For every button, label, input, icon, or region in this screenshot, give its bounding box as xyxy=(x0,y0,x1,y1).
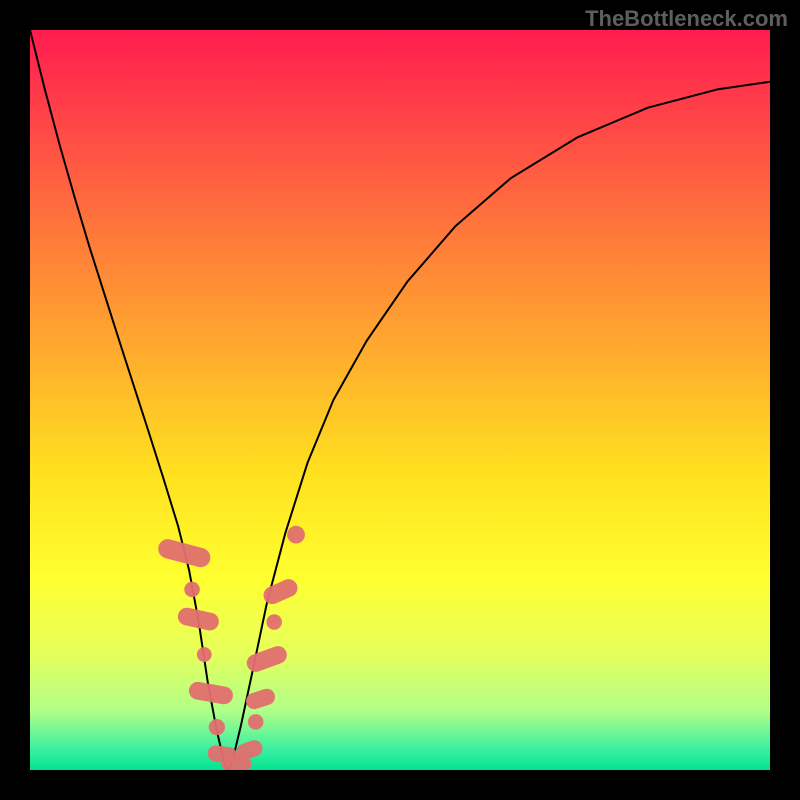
marker-dot xyxy=(184,582,200,598)
marker-dot xyxy=(209,719,225,735)
marker-dot xyxy=(248,714,264,730)
watermark-text: TheBottleneck.com xyxy=(585,6,788,32)
marker-dot xyxy=(266,614,282,630)
chart-svg xyxy=(30,30,770,770)
marker-dot xyxy=(197,647,212,662)
gradient-background xyxy=(30,30,770,770)
chart-container: TheBottleneck.com xyxy=(0,0,800,800)
marker-dot xyxy=(287,526,305,544)
